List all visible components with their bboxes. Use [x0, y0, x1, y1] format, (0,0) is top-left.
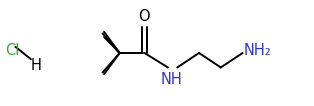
Text: NH: NH: [161, 72, 183, 87]
Text: NH₂: NH₂: [244, 43, 271, 58]
Text: H: H: [31, 58, 42, 73]
Text: O: O: [138, 9, 150, 24]
Text: Cl: Cl: [5, 43, 19, 58]
